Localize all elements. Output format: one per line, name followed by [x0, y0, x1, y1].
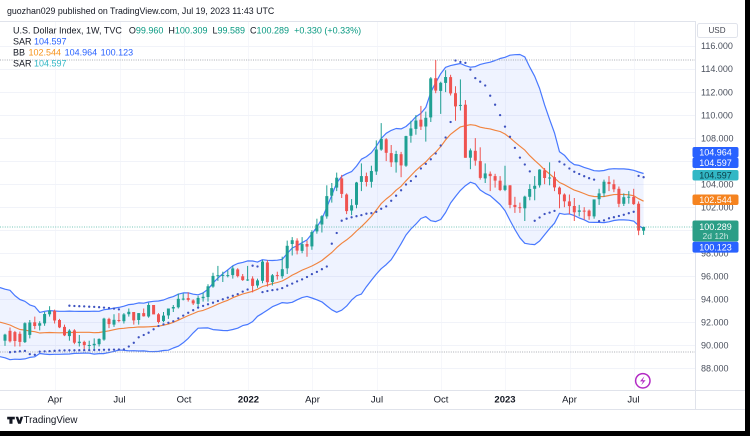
svg-text:102.544: 102.544: [699, 195, 732, 205]
svg-text:Jul: Jul: [371, 395, 383, 406]
svg-text:104.597: 104.597: [699, 158, 732, 168]
svg-text:2d 12h: 2d 12h: [703, 231, 729, 241]
svg-text:116.000: 116.000: [701, 41, 733, 51]
svg-text:Jul: Jul: [113, 395, 125, 406]
svg-text:112.000: 112.000: [701, 87, 733, 97]
svg-text:94.000: 94.000: [701, 295, 729, 305]
svg-text:96.000: 96.000: [701, 272, 729, 282]
svg-text:92.000: 92.000: [701, 318, 729, 328]
svg-text:Jul: Jul: [627, 395, 639, 406]
svg-text:90.000: 90.000: [701, 341, 729, 351]
svg-text:TradingView: TradingView: [24, 415, 79, 426]
svg-text:BB 102.544 104.964 100.123: BB 102.544 104.964 100.123: [13, 48, 133, 58]
svg-text:104.964: 104.964: [699, 147, 732, 157]
svg-text:108.000: 108.000: [701, 133, 734, 143]
svg-text:100.123: 100.123: [699, 242, 732, 252]
svg-text:102.000: 102.000: [701, 202, 734, 212]
svg-text:2023: 2023: [494, 395, 515, 406]
svg-text:104.597: 104.597: [699, 170, 732, 180]
svg-text:Apr: Apr: [305, 395, 320, 406]
svg-text:98.000: 98.000: [701, 248, 729, 258]
svg-text:2022: 2022: [238, 395, 259, 406]
svg-text:SAR 104.597: SAR 104.597: [13, 37, 67, 47]
svg-text:110.000: 110.000: [701, 110, 733, 120]
svg-text:88.000: 88.000: [701, 364, 729, 374]
svg-text:guozhan029 published on Tradin: guozhan029 published on TradingView.com,…: [7, 6, 275, 16]
svg-text:SAR 104.597: SAR 104.597: [13, 59, 67, 69]
svg-text:Apr: Apr: [562, 395, 577, 406]
svg-text:104.000: 104.000: [701, 179, 734, 189]
svg-text:USD: USD: [708, 26, 725, 35]
svg-text:Oct: Oct: [434, 395, 449, 406]
svg-text:Apr: Apr: [48, 395, 63, 406]
svg-text:100.289: 100.289: [699, 222, 732, 232]
svg-text:114.000: 114.000: [701, 64, 733, 74]
svg-text:Oct: Oct: [177, 395, 192, 406]
